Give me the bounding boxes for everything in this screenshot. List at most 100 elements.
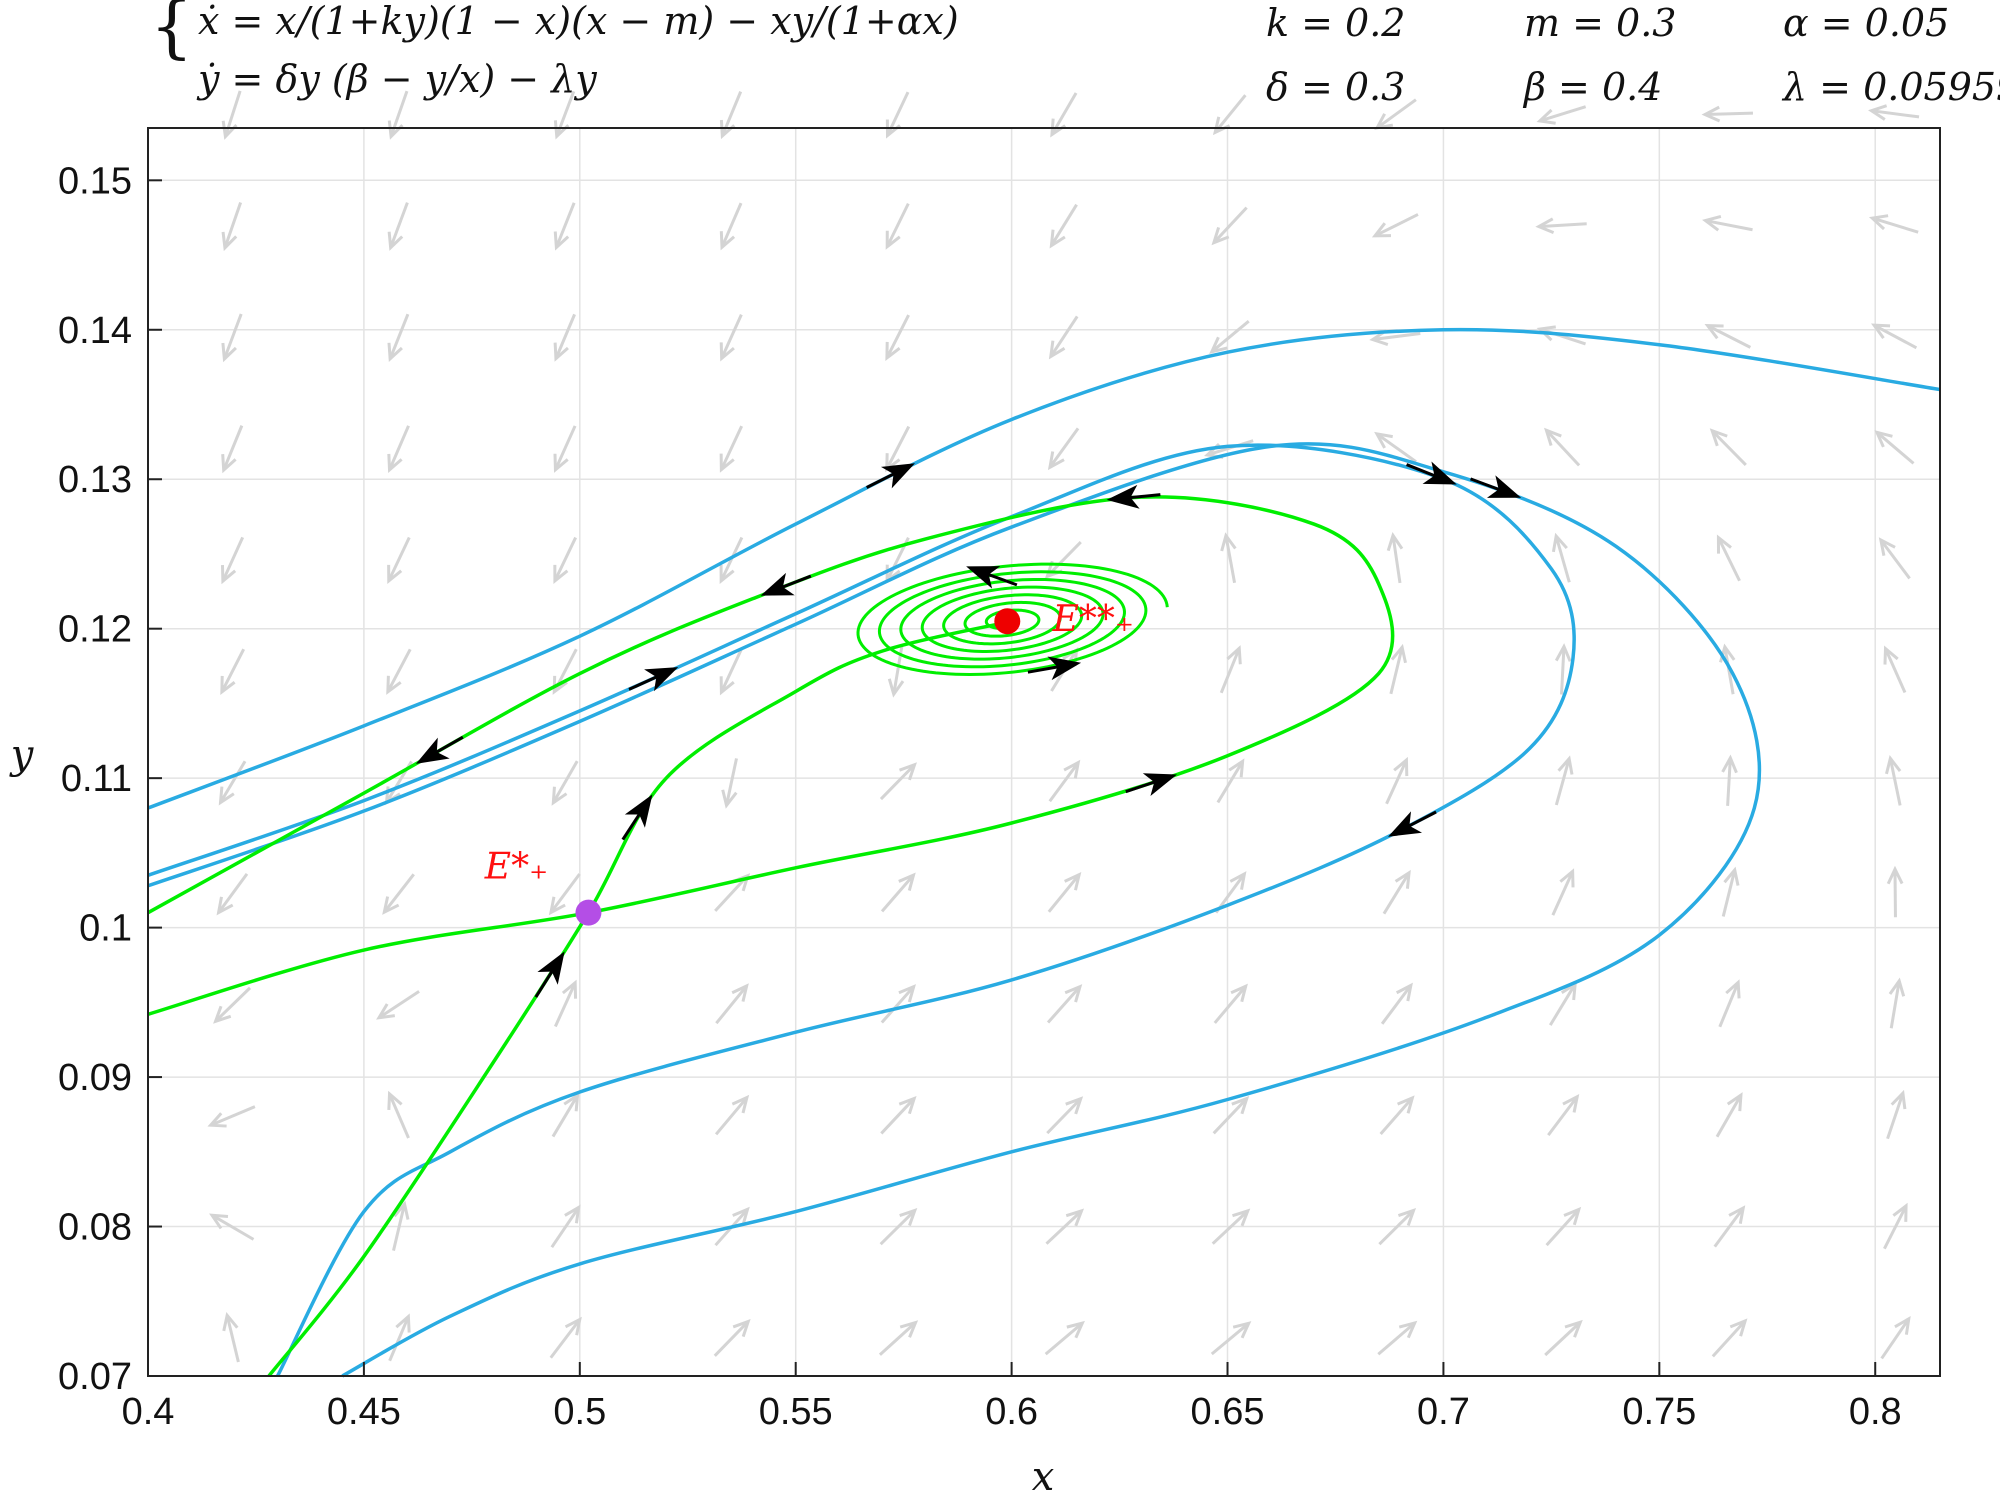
field-arrow (376, 990, 420, 1020)
field-arrow (878, 1320, 919, 1356)
x-tick-label: 0.7 (1417, 1391, 1470, 1433)
y-tick-label: 0.08 (58, 1207, 132, 1249)
field-arrow (885, 314, 910, 361)
field-arrow (1386, 532, 1404, 584)
field-arrow (1382, 869, 1411, 915)
field-arrow (1721, 754, 1738, 806)
field-arrow (220, 536, 245, 585)
y-tick-label: 0.09 (58, 1057, 132, 1099)
focus-point (994, 608, 1021, 635)
separatrix-trajectory (267, 619, 1013, 1378)
field-arrow (719, 202, 743, 251)
field-arrow (1715, 1092, 1743, 1138)
field-arrow (1046, 984, 1083, 1024)
field-arrow (1883, 1202, 1908, 1250)
x-axis-label: x (1032, 1454, 1055, 1495)
field-arrow (1709, 428, 1747, 466)
system-equation-2: ẏ = δy (β − y/x) − λy (196, 57, 597, 101)
equilibrium-label: E*₊ (484, 847, 548, 888)
trajectory-arrow (415, 735, 464, 764)
field-arrow (209, 1213, 255, 1241)
trajectory-arrow (760, 572, 812, 596)
field-arrow (1871, 323, 1918, 350)
field-arrow (719, 91, 743, 140)
field-arrow (1047, 871, 1082, 913)
field-arrow (1868, 104, 1920, 121)
field-arrow (221, 425, 244, 474)
y-tick-label: 0.11 (61, 758, 132, 800)
x-tick-label: 0.75 (1622, 1391, 1696, 1433)
field-arrow (1886, 1089, 1907, 1140)
field-arrow (1868, 214, 1919, 234)
trajectory-arrow (621, 794, 653, 841)
field-arrow (1716, 534, 1741, 582)
x-tick-label: 0.4 (122, 1391, 175, 1433)
field-arrow (1048, 759, 1081, 803)
plot-frame (147, 127, 1941, 1377)
field-arrow (551, 760, 579, 806)
param-delta: δ = 0.3 (1266, 65, 1405, 109)
y-tick-label: 0.1 (79, 908, 132, 950)
field-arrow (553, 313, 576, 362)
field-arrow (880, 872, 916, 913)
field-arrow (387, 1090, 410, 1139)
trajectory-arrow (866, 463, 915, 489)
field-arrow (1212, 94, 1247, 136)
field-arrow (388, 1313, 411, 1362)
field-arrow (1886, 865, 1904, 918)
saddle-point (575, 899, 602, 926)
orbit-trajectory (147, 442, 1762, 1378)
x-tick-label: 0.45 (327, 1391, 401, 1433)
field-arrow (1888, 977, 1906, 1029)
trajectory-arrow (1125, 773, 1178, 797)
field-arrow (1711, 1318, 1748, 1358)
field-arrow (1211, 206, 1248, 246)
field-arrow (879, 762, 917, 801)
field-arrow (1551, 868, 1575, 916)
field-arrow (1377, 1320, 1418, 1356)
field-arrow (1213, 983, 1248, 1024)
field-arrow (553, 425, 577, 473)
field-arrow (1883, 645, 1907, 694)
param-beta: β = 0.4 (1522, 65, 1662, 109)
system-brace: { (150, 0, 193, 67)
field-arrow (1385, 756, 1409, 805)
field-arrow (1554, 755, 1574, 806)
field-arrow (553, 979, 578, 1028)
field-arrow (719, 425, 744, 473)
field-arrow (1220, 532, 1237, 584)
field-arrow (221, 313, 243, 363)
trajectory-arrow (1405, 461, 1457, 485)
param-alpha: α = 0.05 (1783, 1, 1949, 45)
field-arrow (1380, 982, 1413, 1025)
field-arrow (551, 1092, 580, 1138)
trajectory-arrow (534, 951, 565, 998)
field-arrow (216, 873, 249, 916)
field-arrow (1379, 1095, 1415, 1135)
trajectory-arrow (1470, 475, 1522, 498)
field-arrow (1704, 324, 1752, 349)
field-arrow (392, 1200, 410, 1251)
field-arrow (715, 983, 749, 1025)
field-arrow (548, 873, 581, 916)
x-tick-label: 0.5 (553, 1391, 606, 1433)
separatrix-trajectory (147, 495, 1395, 1016)
direction-field (207, 90, 1920, 1363)
field-arrow (1885, 755, 1902, 806)
field-arrow (1702, 215, 1753, 232)
field-arrow (553, 202, 576, 251)
trajectory-arrow (1106, 484, 1161, 509)
field-arrow (1544, 427, 1581, 467)
field-arrow (885, 202, 910, 250)
field-arrow (1211, 1208, 1251, 1245)
field-arrow (1048, 315, 1079, 360)
field-arrow (1713, 1205, 1746, 1248)
field-arrow (714, 1094, 750, 1136)
trajectory-arrow (1388, 810, 1437, 837)
spiral-trajectory (856, 562, 1169, 676)
field-arrow (719, 648, 743, 696)
y-tick-label: 0.14 (58, 310, 132, 352)
field-arrow (550, 1204, 581, 1248)
field-arrow (713, 1318, 751, 1357)
